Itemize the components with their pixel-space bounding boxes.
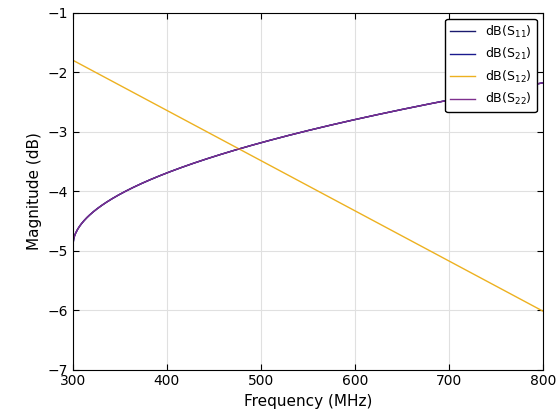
dB(S$_{11}$) xyxy=(296,130,302,135)
dB(S$_{11}$) xyxy=(540,80,547,85)
dB(S$_{21}$) xyxy=(324,123,331,129)
dB(S$_{21}$) xyxy=(349,118,356,123)
dB(S$_{21}$) xyxy=(293,131,300,136)
dB(S$_{12}$) xyxy=(324,194,331,199)
dB(S$_{22}$) xyxy=(324,123,331,129)
dB(S$_{12}$) xyxy=(455,263,461,268)
dB(S$_{21}$) xyxy=(540,80,547,85)
dB(S$_{22}$) xyxy=(293,131,300,136)
Y-axis label: Magnitude (dB): Magnitude (dB) xyxy=(27,132,42,250)
dB(S$_{21}$) xyxy=(69,243,76,248)
dB(S$_{22}$) xyxy=(69,243,76,248)
dB(S$_{22}$) xyxy=(455,96,461,101)
X-axis label: Frequency (MHz): Frequency (MHz) xyxy=(244,394,372,409)
dB(S$_{12}$) xyxy=(529,303,535,308)
dB(S$_{11}$) xyxy=(69,243,76,248)
Line: dB(S$_{21}$): dB(S$_{21}$) xyxy=(73,83,543,246)
dB(S$_{21}$) xyxy=(455,96,461,101)
Line: dB(S$_{12}$): dB(S$_{12}$) xyxy=(73,60,543,311)
dB(S$_{11}$) xyxy=(293,131,300,136)
dB(S$_{22}$) xyxy=(529,82,535,87)
dB(S$_{11}$) xyxy=(349,118,356,123)
dB(S$_{12}$) xyxy=(349,207,356,212)
dB(S$_{12}$) xyxy=(540,309,547,314)
dB(S$_{12}$) xyxy=(69,58,76,63)
dB(S$_{11}$) xyxy=(529,82,535,87)
dB(S$_{21}$) xyxy=(529,82,535,87)
dB(S$_{12}$) xyxy=(293,177,300,182)
dB(S$_{12}$) xyxy=(296,178,302,184)
dB(S$_{22}$) xyxy=(540,80,547,85)
dB(S$_{22}$) xyxy=(349,118,356,123)
dB(S$_{22}$) xyxy=(296,130,302,135)
dB(S$_{11}$) xyxy=(324,123,331,129)
Line: dB(S$_{22}$): dB(S$_{22}$) xyxy=(73,83,543,246)
dB(S$_{11}$) xyxy=(455,96,461,101)
Line: dB(S$_{11}$): dB(S$_{11}$) xyxy=(73,83,543,246)
Legend: dB(S$_{11}$), dB(S$_{21}$), dB(S$_{12}$), dB(S$_{22}$): dB(S$_{11}$), dB(S$_{21}$), dB(S$_{12}$)… xyxy=(445,19,537,112)
dB(S$_{21}$) xyxy=(296,130,302,135)
